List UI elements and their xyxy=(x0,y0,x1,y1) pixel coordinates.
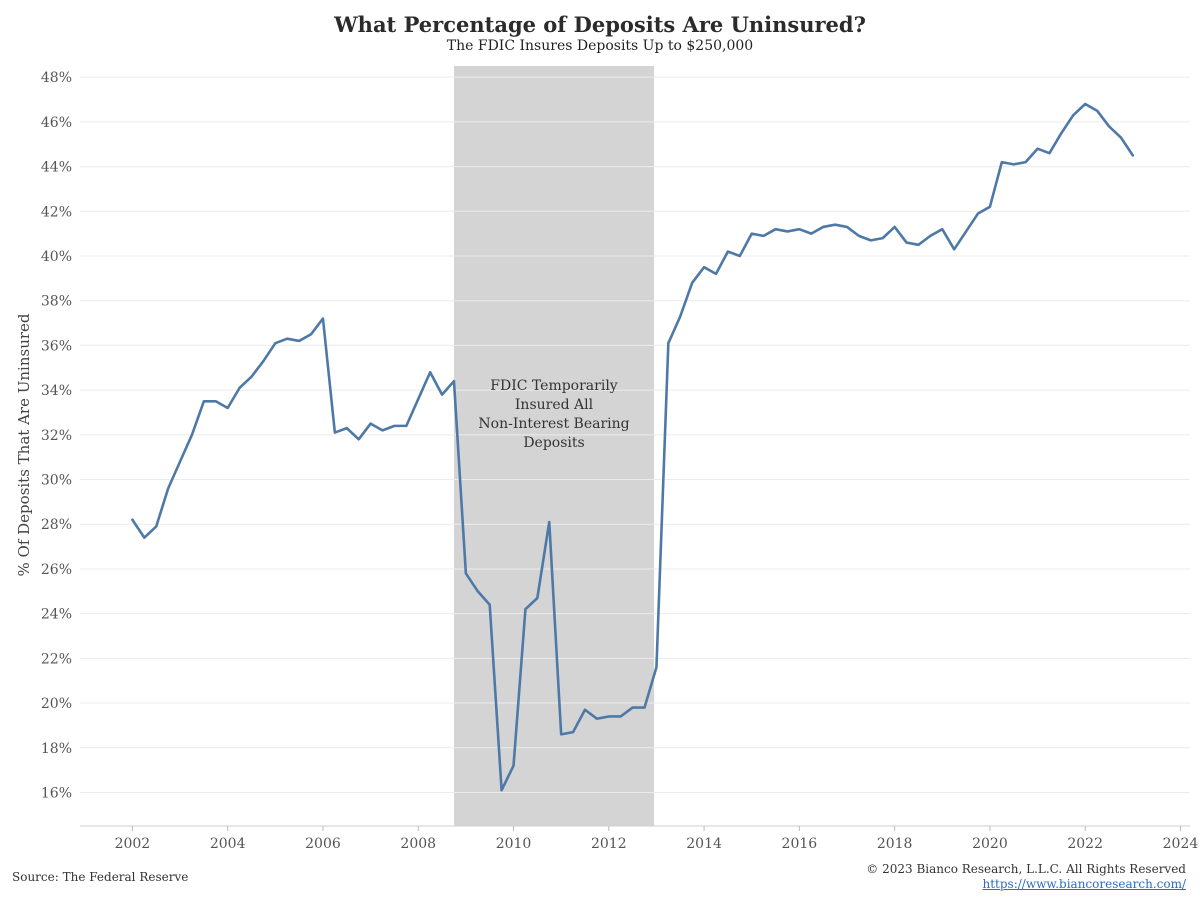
y-tick-label: 16% xyxy=(41,785,72,801)
y-tick-label: 46% xyxy=(41,115,72,131)
shaded-region-label-line: Insured All xyxy=(515,397,594,413)
y-tick-label: 30% xyxy=(41,473,72,489)
y-tick-label: 20% xyxy=(41,696,72,712)
y-tick-label: 34% xyxy=(41,383,72,399)
y-tick-label: 32% xyxy=(41,428,72,444)
y-tick-label: 18% xyxy=(41,741,72,757)
x-tick-label: 2018 xyxy=(877,836,913,852)
x-tick-label: 2024 xyxy=(1163,836,1199,852)
x-tick-label: 2014 xyxy=(686,836,722,852)
shaded-region xyxy=(453,66,655,826)
x-tick-label: 2020 xyxy=(972,836,1008,852)
shaded-region-label-line: Deposits xyxy=(523,435,584,451)
x-tick-label: 2022 xyxy=(1067,836,1103,852)
series-line-0 xyxy=(131,102,1135,792)
y-tick-label: 44% xyxy=(41,160,72,176)
x-tick-label: 2012 xyxy=(591,836,627,852)
y-tick-label: 42% xyxy=(41,204,72,220)
y-tick-label: 48% xyxy=(41,70,72,86)
y-tick-label: 28% xyxy=(41,517,72,533)
y-axis-label: % Of Deposits That Are Uninsured xyxy=(15,313,33,576)
source-note: Source: The Federal Reserve xyxy=(12,870,189,884)
y-tick-label: 36% xyxy=(41,338,72,354)
copyright-note: © 2023 Bianco Research, L.L.C. All Right… xyxy=(866,862,1186,876)
y-tick-label: 22% xyxy=(41,651,72,667)
chart-title: What Percentage of Deposits Are Uninsure… xyxy=(334,12,866,37)
x-tick-label: 2006 xyxy=(305,836,341,852)
y-tick-label: 26% xyxy=(41,562,72,578)
x-tick-label: 2016 xyxy=(782,836,818,852)
x-tick-label: 2010 xyxy=(496,836,532,852)
x-tick-label: 2004 xyxy=(210,836,246,852)
y-tick-label: 24% xyxy=(41,607,72,623)
website-link[interactable]: https://www.biancoresearch.com/ xyxy=(982,877,1186,891)
y-tick-label: 40% xyxy=(41,249,72,265)
y-tick-label: 38% xyxy=(41,294,72,310)
x-tick-label: 2002 xyxy=(115,836,151,852)
shaded-region-label-line: Non-Interest Bearing xyxy=(478,416,629,432)
chart-subtitle: The FDIC Insures Deposits Up to $250,000 xyxy=(446,38,754,54)
x-tick-label: 2008 xyxy=(400,836,436,852)
shaded-region-label-line: FDIC Temporarily xyxy=(490,378,618,394)
